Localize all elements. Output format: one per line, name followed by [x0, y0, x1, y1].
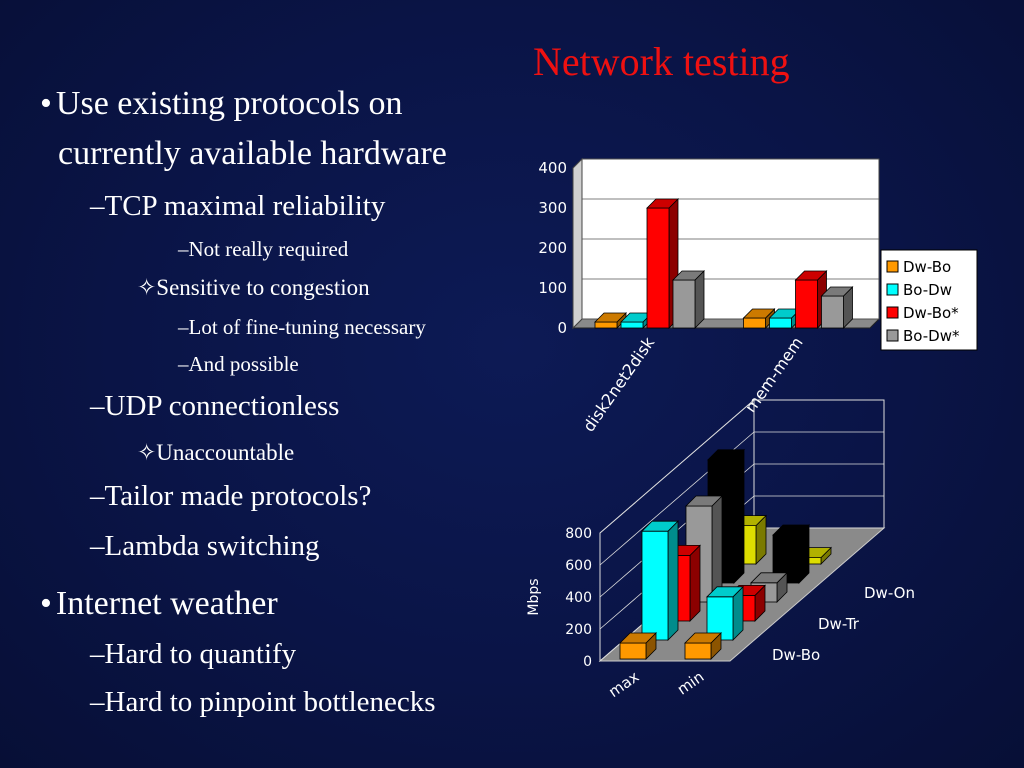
bar-row3-max-side [711, 495, 723, 603]
bar-row2-max-side [689, 544, 701, 622]
legend-swatch [886, 283, 899, 296]
bar-dw-bo-top [594, 312, 627, 323]
legend-label: Bo-Dw* [903, 327, 960, 345]
bar-row3-max-top [685, 495, 723, 507]
slide-title: Network testing [533, 39, 790, 84]
y-tick-label: 600 [565, 558, 592, 574]
bar-row0-max-front [619, 642, 647, 660]
bar-dw-bo-top [742, 308, 776, 319]
bar-row1-min [706, 585, 744, 641]
y-tick-label: 200 [538, 239, 567, 257]
bar-dw-bo- [646, 198, 679, 329]
bar-row0-min [684, 632, 722, 660]
bar-bo-dw--top [820, 286, 854, 297]
legend-swatch [886, 260, 899, 273]
legend-swatch [886, 329, 899, 342]
bar-row3-min-top [750, 572, 788, 584]
bar-bo-dw [768, 308, 802, 329]
bar-row4-min-top [772, 524, 810, 536]
depth-axis-label: Dw-Tr [818, 615, 860, 633]
y-tick-label: 400 [538, 159, 567, 177]
y-tick-label: 100 [538, 279, 567, 297]
bar-row0-min-front [684, 642, 712, 660]
bar-dw-bo--top [646, 198, 679, 209]
x-category-label: min [674, 668, 708, 699]
bar-row1-max-front [641, 530, 669, 641]
bar-row0-max [619, 632, 657, 660]
legend-swatch [886, 306, 899, 319]
bar-row4-min [772, 524, 810, 584]
y-tick-label: 800 [565, 526, 592, 542]
bar-row1-max-side [667, 520, 679, 641]
legend-label: Dw-Bo [903, 258, 951, 276]
bar-bo-dw- [672, 270, 705, 329]
bar-row1-min-top [706, 586, 744, 598]
bar-dw-bo [742, 308, 776, 329]
legend-label: Dw-Bo* [903, 304, 959, 322]
legend-label: Bo-Dw [903, 281, 952, 299]
bar-bo-dw- [820, 286, 854, 329]
y-tick-label: 200 [565, 622, 592, 638]
bar-row1-max-top [641, 520, 679, 532]
bar-row4-max-side [733, 448, 745, 584]
bar-dw-bo [594, 312, 627, 329]
y-axis-label: Mbps [526, 578, 542, 615]
depth-axis-label: Dw-Bo [772, 646, 820, 664]
gridline [599, 399, 755, 534]
y-tick-label: 0 [583, 654, 592, 670]
bar-row0-min-top [684, 632, 722, 644]
bar-dw-bo--top [794, 270, 828, 281]
bar-row0-max-top [619, 632, 657, 644]
y-tick-label: 300 [538, 199, 567, 217]
x-category-label: max [605, 667, 642, 701]
y-tick-label: 0 [557, 319, 567, 337]
depth-axis-label: Dw-On [864, 584, 915, 602]
bar-row4-max-top [707, 449, 745, 461]
y-tick-label: 400 [565, 590, 592, 606]
bar-row1-max [641, 520, 679, 641]
bar-bo-dw--top [672, 270, 705, 281]
